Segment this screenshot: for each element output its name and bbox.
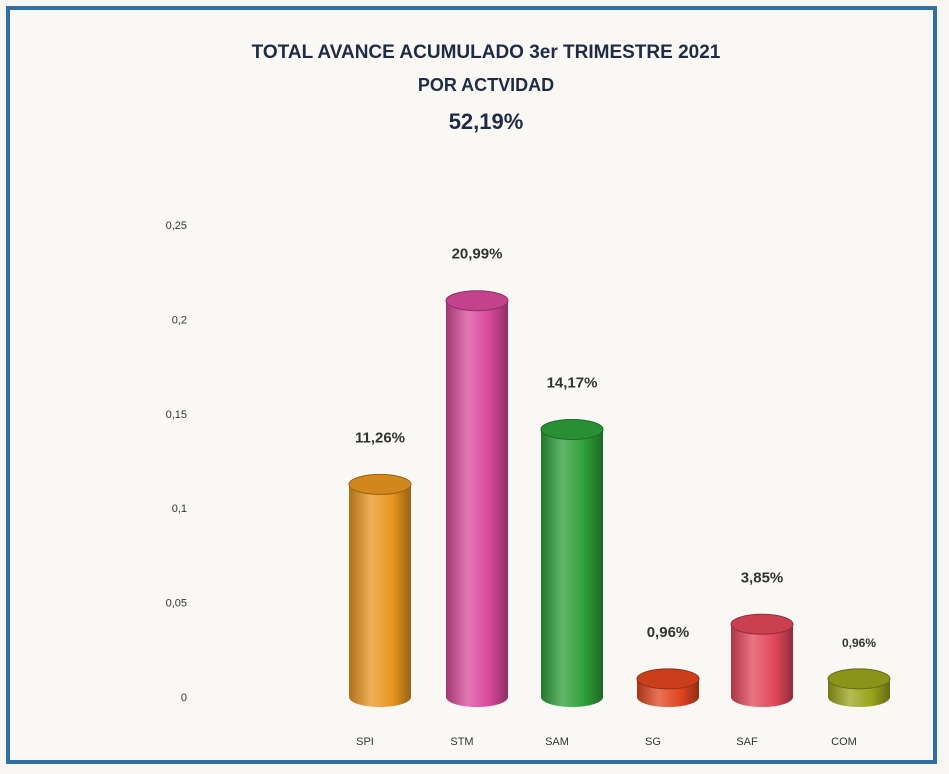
bar-sam: [540, 418, 604, 707]
bar-spi: [348, 473, 412, 707]
bar-top: [636, 668, 700, 690]
chart-subtitle: POR ACTVIDAD: [418, 75, 554, 95]
x-category-label: SAM: [545, 736, 569, 748]
x-category-label: SPI: [356, 736, 374, 748]
y-tick-label: 0,2: [172, 314, 187, 326]
bar-body: [541, 429, 603, 707]
x-category-label: COM: [831, 736, 857, 748]
y-axis: 0 0,05 0,1 0,15 0,2 0,25: [166, 220, 187, 704]
bar-body: [731, 624, 793, 707]
bar-stm: [445, 290, 509, 707]
y-tick-label: 0,15: [166, 409, 187, 421]
total-percentage: 52,19%: [449, 109, 524, 134]
x-category-label: SAF: [736, 736, 758, 748]
y-tick-label: 0,1: [172, 503, 187, 515]
x-axis: SPI STM SAM SG SAF COM: [356, 736, 857, 748]
y-tick-label: 0,05: [166, 598, 187, 610]
bar-top: [540, 418, 604, 440]
bar-saf: [730, 613, 794, 707]
data-label: 0,96%: [647, 624, 690, 641]
data-label: 11,26%: [355, 429, 405, 446]
bar-body: [446, 300, 508, 707]
data-label: 3,85%: [741, 569, 784, 586]
y-tick-label: 0: [181, 692, 187, 704]
data-label: 0,96%: [842, 636, 876, 650]
bar-top: [827, 668, 891, 690]
x-category-label: SG: [645, 736, 661, 748]
bar-top: [348, 473, 412, 495]
bar-body: [349, 484, 411, 707]
bar-sg: [636, 668, 700, 707]
bar-com: [827, 668, 891, 707]
x-category-label: STM: [450, 736, 473, 748]
data-label: 14,17%: [547, 374, 598, 391]
chart-title: TOTAL AVANCE ACUMULADO 3er TRIMESTRE 202…: [252, 42, 721, 63]
y-tick-label: 0,25: [166, 220, 187, 232]
bars-group: 11,26% 20,99% 14,17% 0,96% 3,85% 0,96%: [348, 246, 891, 707]
bar-top: [445, 290, 509, 312]
data-label: 20,99%: [452, 246, 503, 263]
bar-top: [730, 613, 794, 635]
